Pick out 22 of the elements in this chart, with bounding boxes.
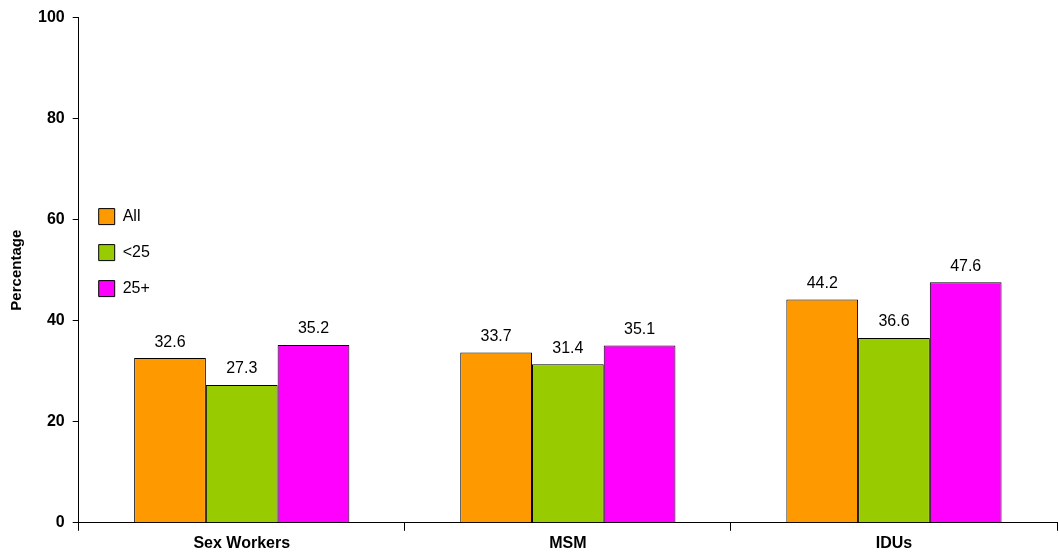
data-label: 35.1	[624, 319, 656, 337]
y-tick-label: 60	[46, 210, 65, 228]
x-tick-label: Sex Workers	[193, 533, 291, 551]
y-axis-title: Percentage	[7, 229, 25, 311]
data-label: 35.2	[297, 319, 330, 337]
data-label: 44.2	[806, 273, 838, 291]
y-tick-label: 100	[37, 8, 65, 26]
data-label: 31.4	[552, 338, 584, 356]
legend-label: 25+	[122, 279, 150, 297]
legend-label: <25	[122, 243, 150, 261]
y-tick-label: 0	[55, 513, 65, 531]
data-label: 32.6	[154, 332, 186, 350]
y-tick-label: 40	[46, 311, 65, 329]
y-tick-label: 80	[46, 109, 65, 127]
data-label: 47.6	[950, 256, 982, 274]
x-tick-label: MSM	[549, 533, 587, 551]
data-label: 27.3	[226, 359, 258, 377]
x-tick-label: IDUs	[875, 533, 913, 551]
legend-label: All	[122, 207, 141, 225]
data-label: 33.7	[480, 326, 512, 344]
data-label: 36.6	[878, 312, 910, 330]
y-tick-label: 20	[46, 412, 65, 430]
